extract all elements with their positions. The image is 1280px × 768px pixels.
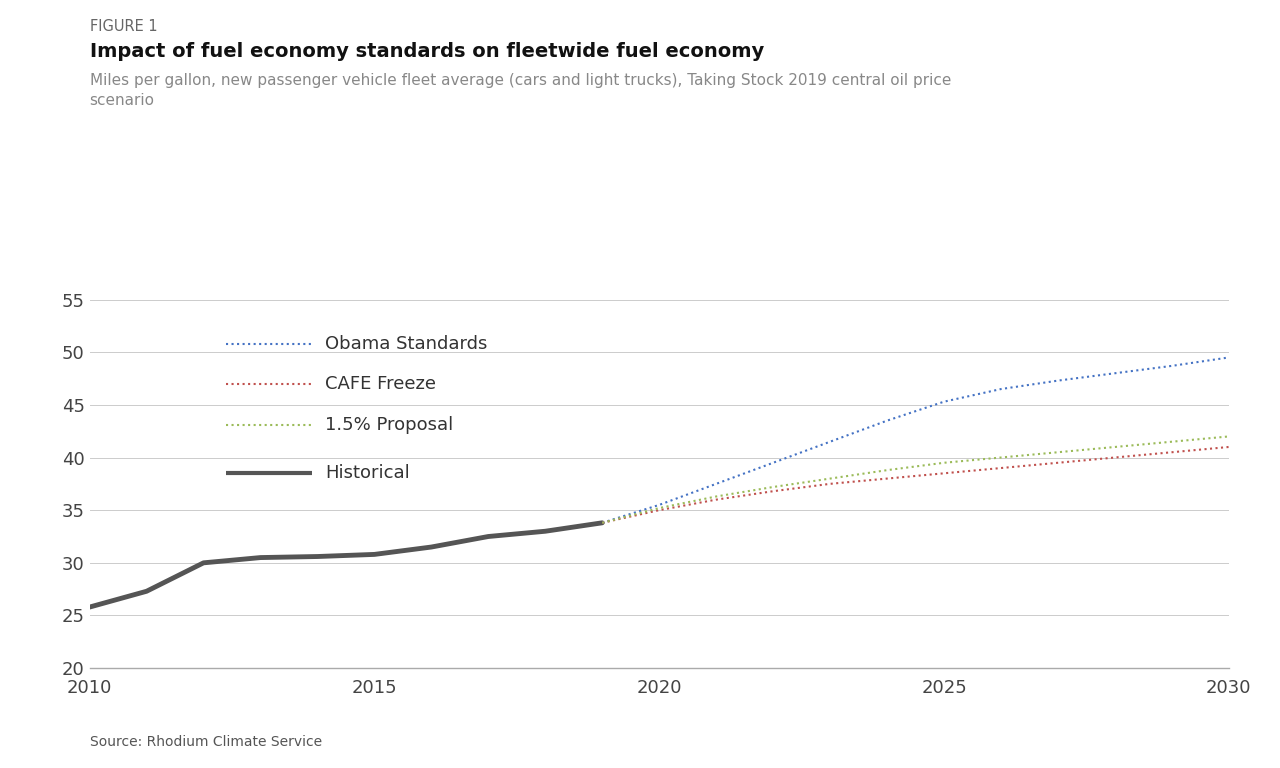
Text: Source: Rhodium Climate Service: Source: Rhodium Climate Service [90,735,321,749]
Text: Miles per gallon, new passenger vehicle fleet average (cars and light trucks), T: Miles per gallon, new passenger vehicle … [90,73,951,108]
Text: Impact of fuel economy standards on fleetwide fuel economy: Impact of fuel economy standards on flee… [90,42,764,61]
Text: 1.5% Proposal: 1.5% Proposal [325,415,453,434]
Text: CAFE Freeze: CAFE Freeze [325,376,436,393]
Text: Historical: Historical [325,464,410,482]
Text: FIGURE 1: FIGURE 1 [90,19,157,35]
Text: Obama Standards: Obama Standards [325,335,488,353]
